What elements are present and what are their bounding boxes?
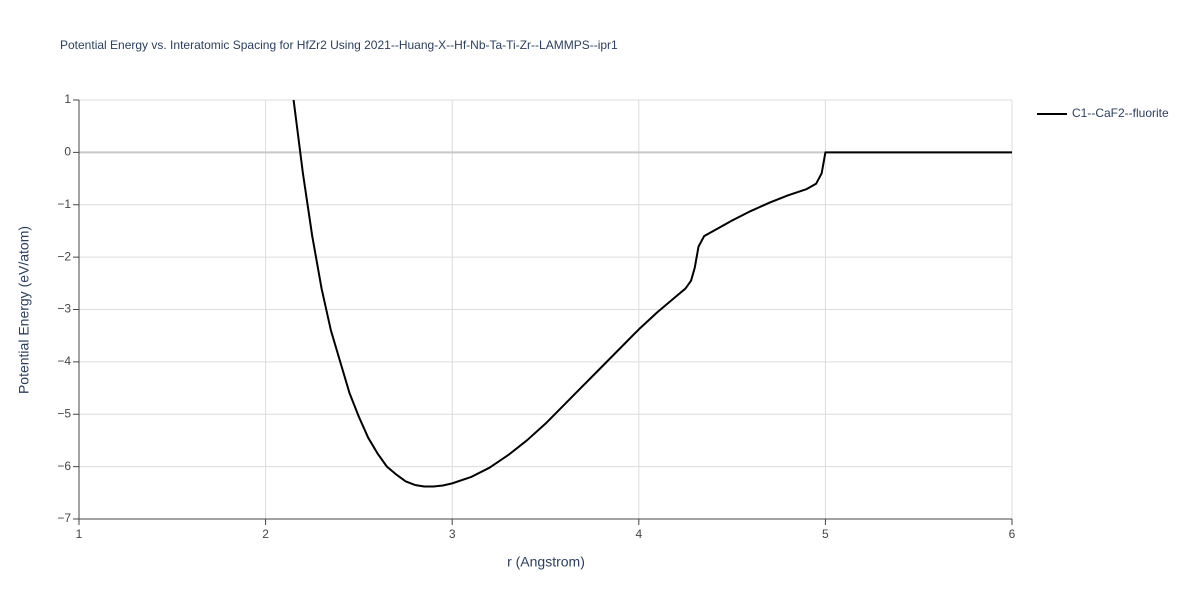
x-tick-label: 2 [262, 527, 269, 541]
y-tick-label: −5 [57, 406, 71, 420]
data-line [292, 99, 1012, 488]
y-tick-label: 1 [64, 92, 71, 106]
y-tick-label: −7 [57, 511, 71, 525]
x-tick-label: 3 [449, 527, 456, 541]
x-tick-label: 4 [635, 527, 642, 541]
y-tick-label: −6 [57, 459, 71, 473]
y-tick-label: −1 [57, 197, 71, 211]
y-tick-label: −3 [57, 302, 71, 316]
x-tick-label: 5 [822, 527, 829, 541]
y-axis-label: Potential Energy (eV/atom) [16, 226, 32, 394]
y-tick-label: −2 [57, 249, 71, 263]
chart-title: Potential Energy vs. Interatomic Spacing… [60, 38, 618, 52]
y-tick-label: 0 [64, 145, 71, 159]
x-tick-label: 6 [1009, 527, 1016, 541]
legend-label: C1--CaF2--fluorite [1072, 106, 1169, 120]
x-tick-label: 1 [76, 527, 83, 541]
y-tick-label: −4 [57, 354, 71, 368]
x-axis-label: r (Angstrom) [507, 554, 585, 570]
